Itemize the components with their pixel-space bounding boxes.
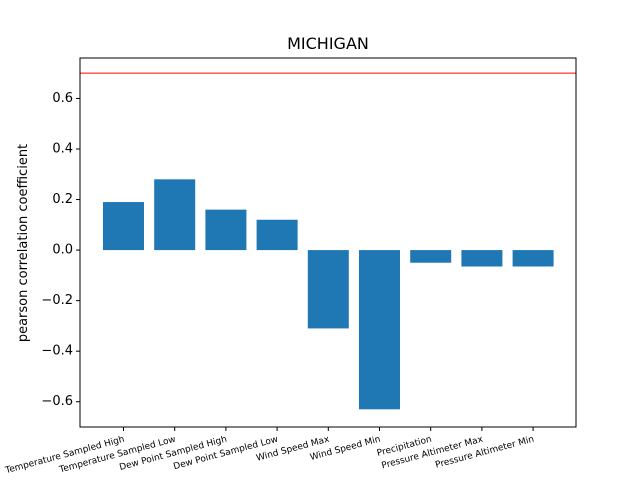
y-axis-label: pearson correlation coefficient: [16, 144, 31, 342]
bar: [103, 202, 144, 251]
bar: [307, 250, 349, 329]
bar: [154, 179, 196, 251]
bar: [256, 219, 298, 251]
y-tick-label: 0.4: [52, 141, 73, 156]
y-tick-label: −0.6: [41, 394, 73, 409]
y-tick-label: −0.4: [41, 344, 73, 359]
plot-frame: [79, 57, 577, 428]
bar: [410, 250, 452, 263]
bar: [512, 250, 554, 267]
y-tick-label: −0.2: [41, 293, 73, 308]
y-tick-label: 0.0: [52, 243, 73, 258]
bar: [359, 250, 400, 410]
bar: [205, 209, 247, 251]
y-tick-label: 0.6: [52, 91, 73, 106]
chart-title: MICHIGAN: [287, 34, 369, 53]
y-tick-label: 0.2: [52, 192, 73, 207]
bar: [461, 250, 503, 267]
